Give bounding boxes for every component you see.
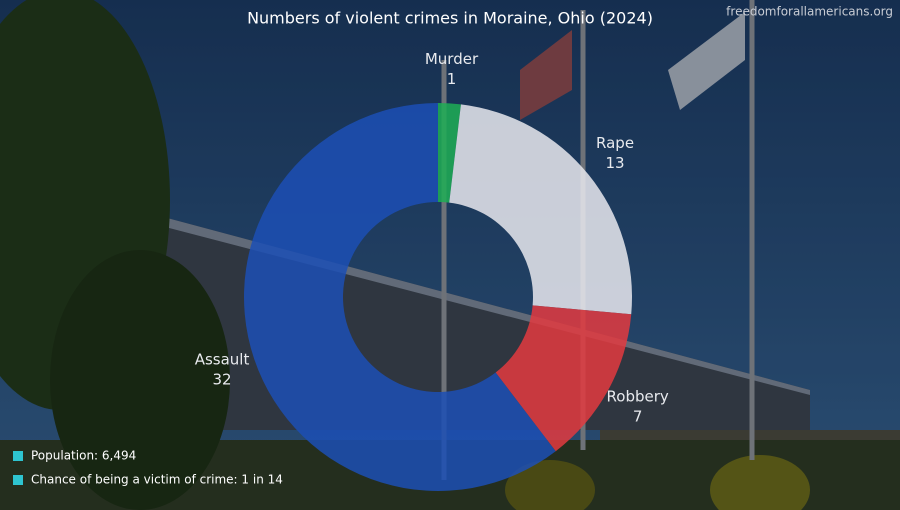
note: Chance of being a victim of crime: 1 in … xyxy=(31,473,283,487)
note-marker xyxy=(13,475,23,485)
donut-slice xyxy=(438,103,461,203)
note-marker xyxy=(13,451,23,461)
chart-title: Numbers of violent crimes in Moraine, Oh… xyxy=(247,9,653,28)
slice-label: Rape xyxy=(596,134,634,152)
source: freedomforallamericans.org xyxy=(726,5,893,19)
note: Population: 6,494 xyxy=(31,449,136,463)
slice-value: 32 xyxy=(212,371,231,389)
slice-value: 7 xyxy=(633,408,643,426)
slice-label: Robbery xyxy=(607,388,669,406)
donut-slice xyxy=(449,104,632,315)
slice-value: 13 xyxy=(606,154,625,172)
donut-slice xyxy=(243,103,556,492)
slice-label: Murder xyxy=(425,50,479,68)
slice-value: 1 xyxy=(447,70,457,88)
notes: Population: 6,494 Chance of being a victi… xyxy=(13,449,283,487)
donut-slice xyxy=(495,305,632,452)
slice-label: Assault xyxy=(195,351,250,369)
